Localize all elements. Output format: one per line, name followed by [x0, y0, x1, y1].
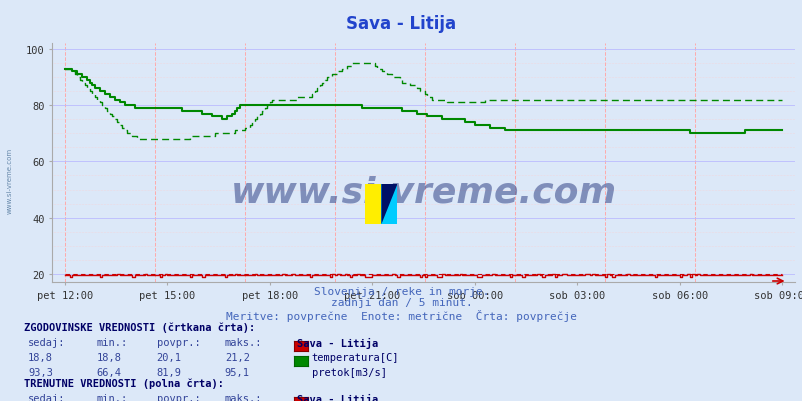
Text: sedaj:: sedaj:	[28, 337, 66, 347]
Text: temperatura[C]: temperatura[C]	[311, 352, 399, 362]
Text: min.:: min.:	[96, 393, 128, 401]
Text: Sava - Litija: Sava - Litija	[297, 337, 378, 348]
Text: sedaj:: sedaj:	[28, 393, 66, 401]
Text: 18,8: 18,8	[96, 352, 121, 362]
Text: 20,1: 20,1	[156, 352, 181, 362]
Text: 95,1: 95,1	[225, 367, 249, 377]
Bar	[365, 184, 381, 225]
Text: Meritve: povprečne  Enote: metrične  Črta: povprečje: Meritve: povprečne Enote: metrične Črta:…	[225, 309, 577, 321]
Text: TRENUTNE VREDNOSTI (polna črta):: TRENUTNE VREDNOSTI (polna črta):	[24, 378, 224, 389]
Text: www.si-vreme.com: www.si-vreme.com	[6, 148, 12, 213]
Text: maks.:: maks.:	[225, 393, 262, 401]
Text: 21,2: 21,2	[225, 352, 249, 362]
Text: Sava - Litija: Sava - Litija	[346, 15, 456, 33]
Text: Slovenija / reke in morje.: Slovenija / reke in morje.	[314, 286, 488, 296]
Text: povpr.:: povpr.:	[156, 337, 200, 347]
Text: www.si-vreme.com: www.si-vreme.com	[230, 175, 616, 209]
Text: pretok[m3/s]: pretok[m3/s]	[311, 367, 386, 377]
Text: 93,3: 93,3	[28, 367, 53, 377]
Bar	[381, 184, 397, 225]
Text: 66,4: 66,4	[96, 367, 121, 377]
Text: zadnji dan / 5 minut.: zadnji dan / 5 minut.	[330, 298, 472, 308]
Text: povpr.:: povpr.:	[156, 393, 200, 401]
Text: ZGODOVINSKE VREDNOSTI (črtkana črta):: ZGODOVINSKE VREDNOSTI (črtkana črta):	[24, 322, 255, 332]
Text: maks.:: maks.:	[225, 337, 262, 347]
Text: Sava - Litija: Sava - Litija	[297, 393, 378, 401]
Text: min.:: min.:	[96, 337, 128, 347]
Text: 18,8: 18,8	[28, 352, 53, 362]
Text: 81,9: 81,9	[156, 367, 181, 377]
PathPatch shape	[381, 184, 397, 225]
